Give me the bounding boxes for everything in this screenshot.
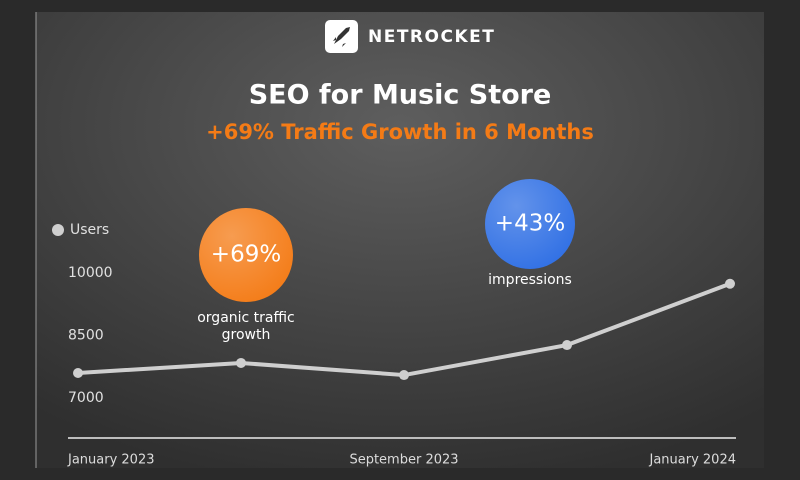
x-tick-label: September 2023	[349, 453, 458, 468]
bubble-shine	[485, 179, 575, 269]
brand: NETROCKET	[368, 27, 495, 47]
chart-title: SEO for Music Store	[249, 80, 552, 111]
legend-marker	[52, 224, 64, 236]
bubble-text: +69%	[211, 242, 281, 268]
logo	[325, 20, 358, 53]
y-tick-label: 10000	[68, 265, 113, 281]
bubble-text: +43%	[495, 211, 565, 237]
y-tick-label: 7000	[68, 390, 104, 406]
data-point	[73, 367, 83, 378]
legend-label: Users	[70, 222, 109, 238]
data-point	[725, 278, 735, 289]
bubble-label: growth	[222, 327, 271, 343]
bubble-label: organic traffic	[197, 310, 295, 326]
data-point	[236, 357, 246, 368]
bubble-shine	[199, 208, 293, 302]
chart-subtitle: +69% Traffic Growth in 6 Months	[206, 120, 594, 144]
panel	[36, 12, 764, 468]
logo-rocket	[333, 27, 350, 47]
x-tick-label: January 2023	[67, 453, 155, 468]
bubble-label: impressions	[488, 272, 572, 288]
x-tick-label: January 2024	[649, 453, 737, 468]
data-point	[562, 340, 572, 351]
data-point	[399, 370, 409, 381]
y-tick-label: 8500	[68, 327, 104, 343]
